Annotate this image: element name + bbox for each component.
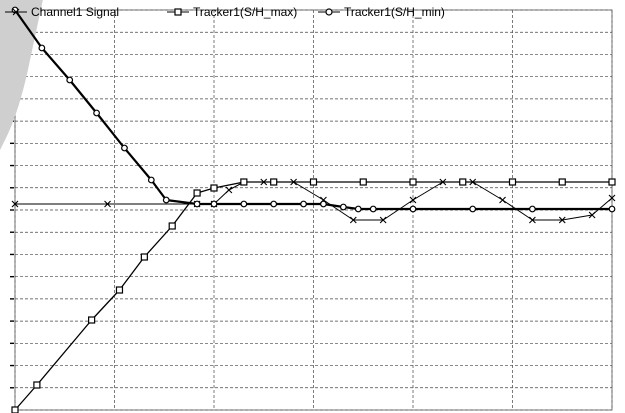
chart-series [11, 6, 616, 413]
background-band [0, 0, 43, 150]
data-point-circle [147, 176, 155, 184]
data-point-circle [354, 205, 362, 213]
data-point-square [409, 178, 417, 186]
data-point-circle [66, 76, 74, 84]
data-point-x [349, 216, 357, 224]
data-point-square [508, 178, 517, 186]
data-point-circle [469, 205, 477, 213]
series-line-3 [14, 9, 612, 211]
data-point-circle [409, 205, 417, 213]
data-point-circle [320, 200, 327, 208]
data-point-circle [210, 200, 218, 208]
data-point-square [270, 178, 278, 186]
data-point-circle [193, 200, 201, 208]
legend-marker-x [12, 8, 20, 16]
data-point-circle [93, 109, 100, 117]
data-point-circle [300, 200, 307, 208]
data-point-circle [608, 205, 616, 213]
data-point-circle [240, 200, 248, 208]
legend-label-3: Tracker1(S/H_min) [344, 5, 445, 19]
data-point-square [33, 381, 41, 389]
chart-decoration [0, 0, 43, 150]
data-point-circle [369, 205, 377, 213]
data-point-x [608, 194, 616, 202]
data-point-x [11, 200, 19, 208]
data-point-square [115, 286, 124, 294]
data-point-square [11, 406, 19, 413]
legend-marker-circle [325, 8, 333, 16]
data-point-x [588, 211, 596, 219]
data-point-x [409, 196, 417, 204]
data-point-circle [270, 200, 278, 208]
data-point-circle [121, 144, 128, 152]
data-point-circle [339, 203, 347, 211]
data-point-square [459, 178, 467, 186]
legend-marker-square [174, 8, 182, 16]
data-point-x [379, 216, 387, 224]
data-point-square [88, 316, 96, 324]
data-point-square [140, 253, 148, 261]
data-point-square [608, 178, 616, 186]
data-point-square [193, 189, 201, 197]
chart-legend: Channel1 Signal Tracker1(S/H_max) Tracker1… [5, 5, 445, 19]
legend-label-1: Channel1 Signal [31, 5, 119, 19]
data-point-circle [162, 196, 170, 204]
data-point-square [309, 178, 318, 186]
data-point-x [529, 216, 536, 224]
data-point-circle [529, 205, 536, 213]
data-point-square [168, 222, 176, 230]
data-point-square [558, 178, 566, 186]
data-point-x [558, 216, 566, 224]
data-point-square [210, 184, 218, 192]
data-point-x [104, 200, 111, 208]
data-point-square [359, 178, 367, 186]
data-point-x [225, 186, 233, 194]
data-point-x [499, 196, 506, 204]
legend-label-2: Tracker1(S/H_max) [193, 5, 297, 19]
data-point-circle [38, 44, 46, 52]
data-point-square [240, 178, 248, 186]
